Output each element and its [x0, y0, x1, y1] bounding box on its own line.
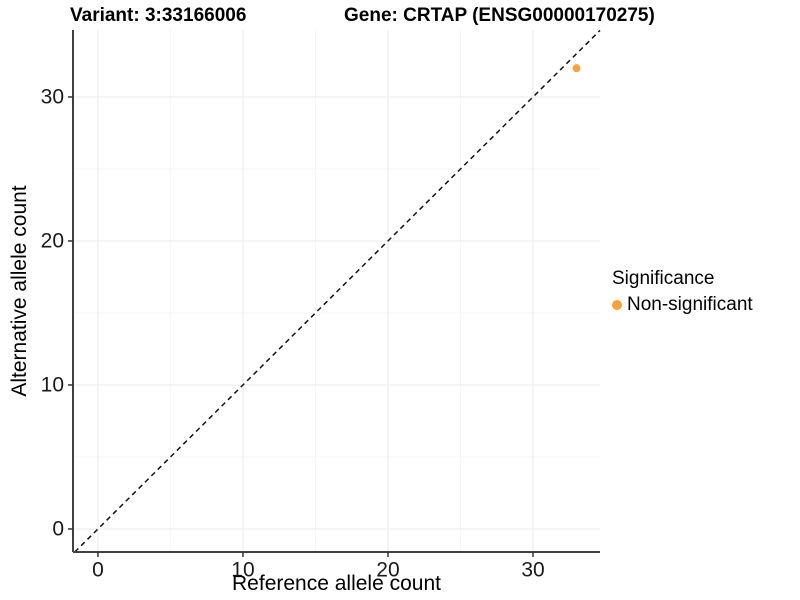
x-tick-label: 0 [92, 558, 104, 581]
legend: Significance Non-significant [612, 268, 753, 316]
data-point [572, 64, 581, 73]
legend-item-label: Non-significant [627, 294, 753, 315]
y-tick-label: 10 [41, 373, 64, 396]
y-tick-label: 30 [41, 85, 64, 108]
legend-item: Non-significant [612, 294, 753, 316]
legend-point-icon [612, 300, 622, 310]
y-tick-label: 20 [41, 229, 64, 252]
x-tick-label: 10 [231, 558, 254, 581]
variant-title: Variant: 3:33166006 [70, 5, 247, 26]
gene-title: Gene: CRTAP (ENSG00000170275) [344, 5, 655, 26]
x-tick-label: 20 [376, 558, 399, 581]
x-axis-title: Reference allele count [232, 572, 441, 595]
legend-title: Significance [612, 268, 715, 289]
y-axis-title: Alternative allele count [8, 185, 31, 397]
y-tick-label: 0 [52, 517, 64, 540]
x-tick-label: 30 [521, 558, 544, 581]
identity-line [74, 29, 601, 553]
